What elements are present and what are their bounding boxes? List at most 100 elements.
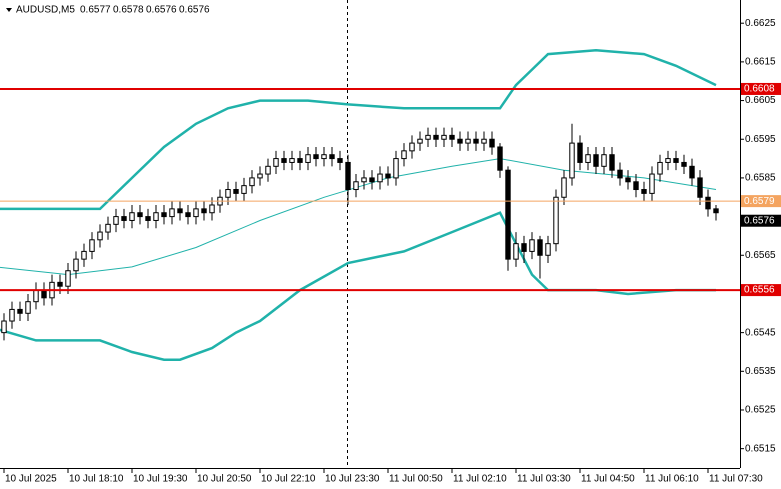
bollinger-band [0, 49, 717, 211]
candle-body [233, 189, 239, 194]
candle-body [689, 165, 695, 179]
level-label: 0.6556 [744, 285, 775, 296]
y-tick-label: 0.6595 [745, 134, 776, 145]
y-tick-label: 0.6615 [745, 57, 776, 68]
candle-body [665, 158, 671, 163]
candle-body [409, 142, 415, 152]
candle-body [337, 158, 343, 163]
y-tick-label: 0.6515 [745, 443, 776, 454]
candle-body [33, 289, 39, 303]
candle-body [441, 134, 447, 140]
candle-body [41, 289, 47, 299]
price-label-box [741, 214, 781, 227]
plot [0, 49, 719, 361]
candle-body [457, 138, 463, 144]
x-tick-label: 11 Jul 03:30 [517, 474, 571, 485]
candle-body [553, 196, 559, 245]
candle-body [89, 239, 95, 252]
ohlc-value: 0.6578 [113, 5, 144, 16]
candle-body [633, 181, 639, 191]
candle-body [417, 138, 423, 144]
candle-body [273, 158, 279, 167]
candle-body [673, 158, 679, 163]
candle-body [305, 154, 311, 163]
candle-body [353, 181, 359, 191]
candle-body [193, 208, 199, 218]
candle-body [257, 173, 263, 179]
candle-body [201, 208, 207, 214]
candle-body [73, 258, 79, 272]
candle-body [225, 189, 231, 198]
level-label-box [741, 284, 781, 297]
candle-body [265, 165, 271, 175]
candle-body [121, 216, 127, 221]
candle-body [505, 169, 511, 260]
candle-body [681, 161, 687, 167]
candle-body [697, 177, 703, 198]
price-label: 0.6576 [744, 215, 775, 226]
candle-body [329, 154, 335, 160]
x-tick-label: 10 Jul 22:10 [261, 474, 316, 485]
level-label: 0.6608 [744, 84, 775, 95]
candle-body [313, 154, 319, 160]
y-tick-label: 0.6585 [745, 173, 776, 184]
y-tick-label: 0.6565 [745, 250, 776, 261]
candle-body [345, 161, 351, 191]
x-tick-label: 10 Jul 2025 [5, 474, 57, 485]
candle-body [433, 134, 439, 140]
x-tick-label: 11 Jul 04:50 [581, 474, 635, 485]
candle-body [153, 212, 159, 221]
candle-body [25, 301, 31, 314]
candle-body [601, 154, 607, 167]
candle-body [289, 158, 295, 163]
candle-body [617, 169, 623, 179]
candle-body [65, 270, 71, 287]
candle-body [561, 177, 567, 198]
candle-body [249, 177, 255, 187]
candle-body [513, 243, 519, 260]
candle-body [537, 239, 543, 256]
candle-body [705, 196, 711, 210]
candle-body [425, 134, 431, 140]
candle-body [393, 158, 399, 179]
x-tick-label: 10 Jul 19:30 [133, 474, 188, 485]
level-label: 0.6579 [744, 196, 775, 207]
x-tick-label: 10 Jul 18:10 [69, 474, 124, 485]
candle-body [97, 231, 103, 241]
menu-arrow[interactable] [6, 8, 12, 12]
candle-body [481, 138, 487, 144]
candle-body [401, 150, 407, 160]
x-tick-label: 11 Jul 00:50 [389, 474, 443, 485]
candle-body [169, 208, 175, 218]
x-tick-label: 10 Jul 23:30 [325, 474, 380, 485]
candle-body [129, 212, 135, 221]
candle-body [657, 161, 663, 175]
level-label-box [741, 195, 781, 208]
candle-body [177, 208, 183, 214]
candle-body [137, 212, 143, 218]
candle-body [641, 189, 647, 194]
y-tick-label: 0.6545 [745, 327, 776, 338]
candle-body [497, 146, 503, 171]
candle-body [81, 250, 87, 260]
level-label-box [741, 82, 781, 95]
candle-body [521, 243, 527, 252]
candle-body [9, 308, 15, 322]
candle-body [577, 142, 583, 163]
candle-body [449, 134, 455, 140]
candle-body [489, 138, 495, 148]
candle-body [185, 212, 191, 218]
x-tick-label: 10 Jul 20:50 [197, 474, 252, 485]
candle-body [585, 154, 591, 163]
candle-body [529, 239, 535, 252]
candle-body [145, 216, 151, 221]
ohlc-value: 0.6576 [179, 5, 210, 16]
candle-body [609, 154, 615, 171]
y-tick-label: 0.6535 [745, 366, 776, 377]
candle-body [385, 173, 391, 179]
candle-body [713, 208, 719, 214]
candle-body [649, 173, 655, 194]
x-tick-label: 11 Jul 06:10 [645, 474, 699, 485]
